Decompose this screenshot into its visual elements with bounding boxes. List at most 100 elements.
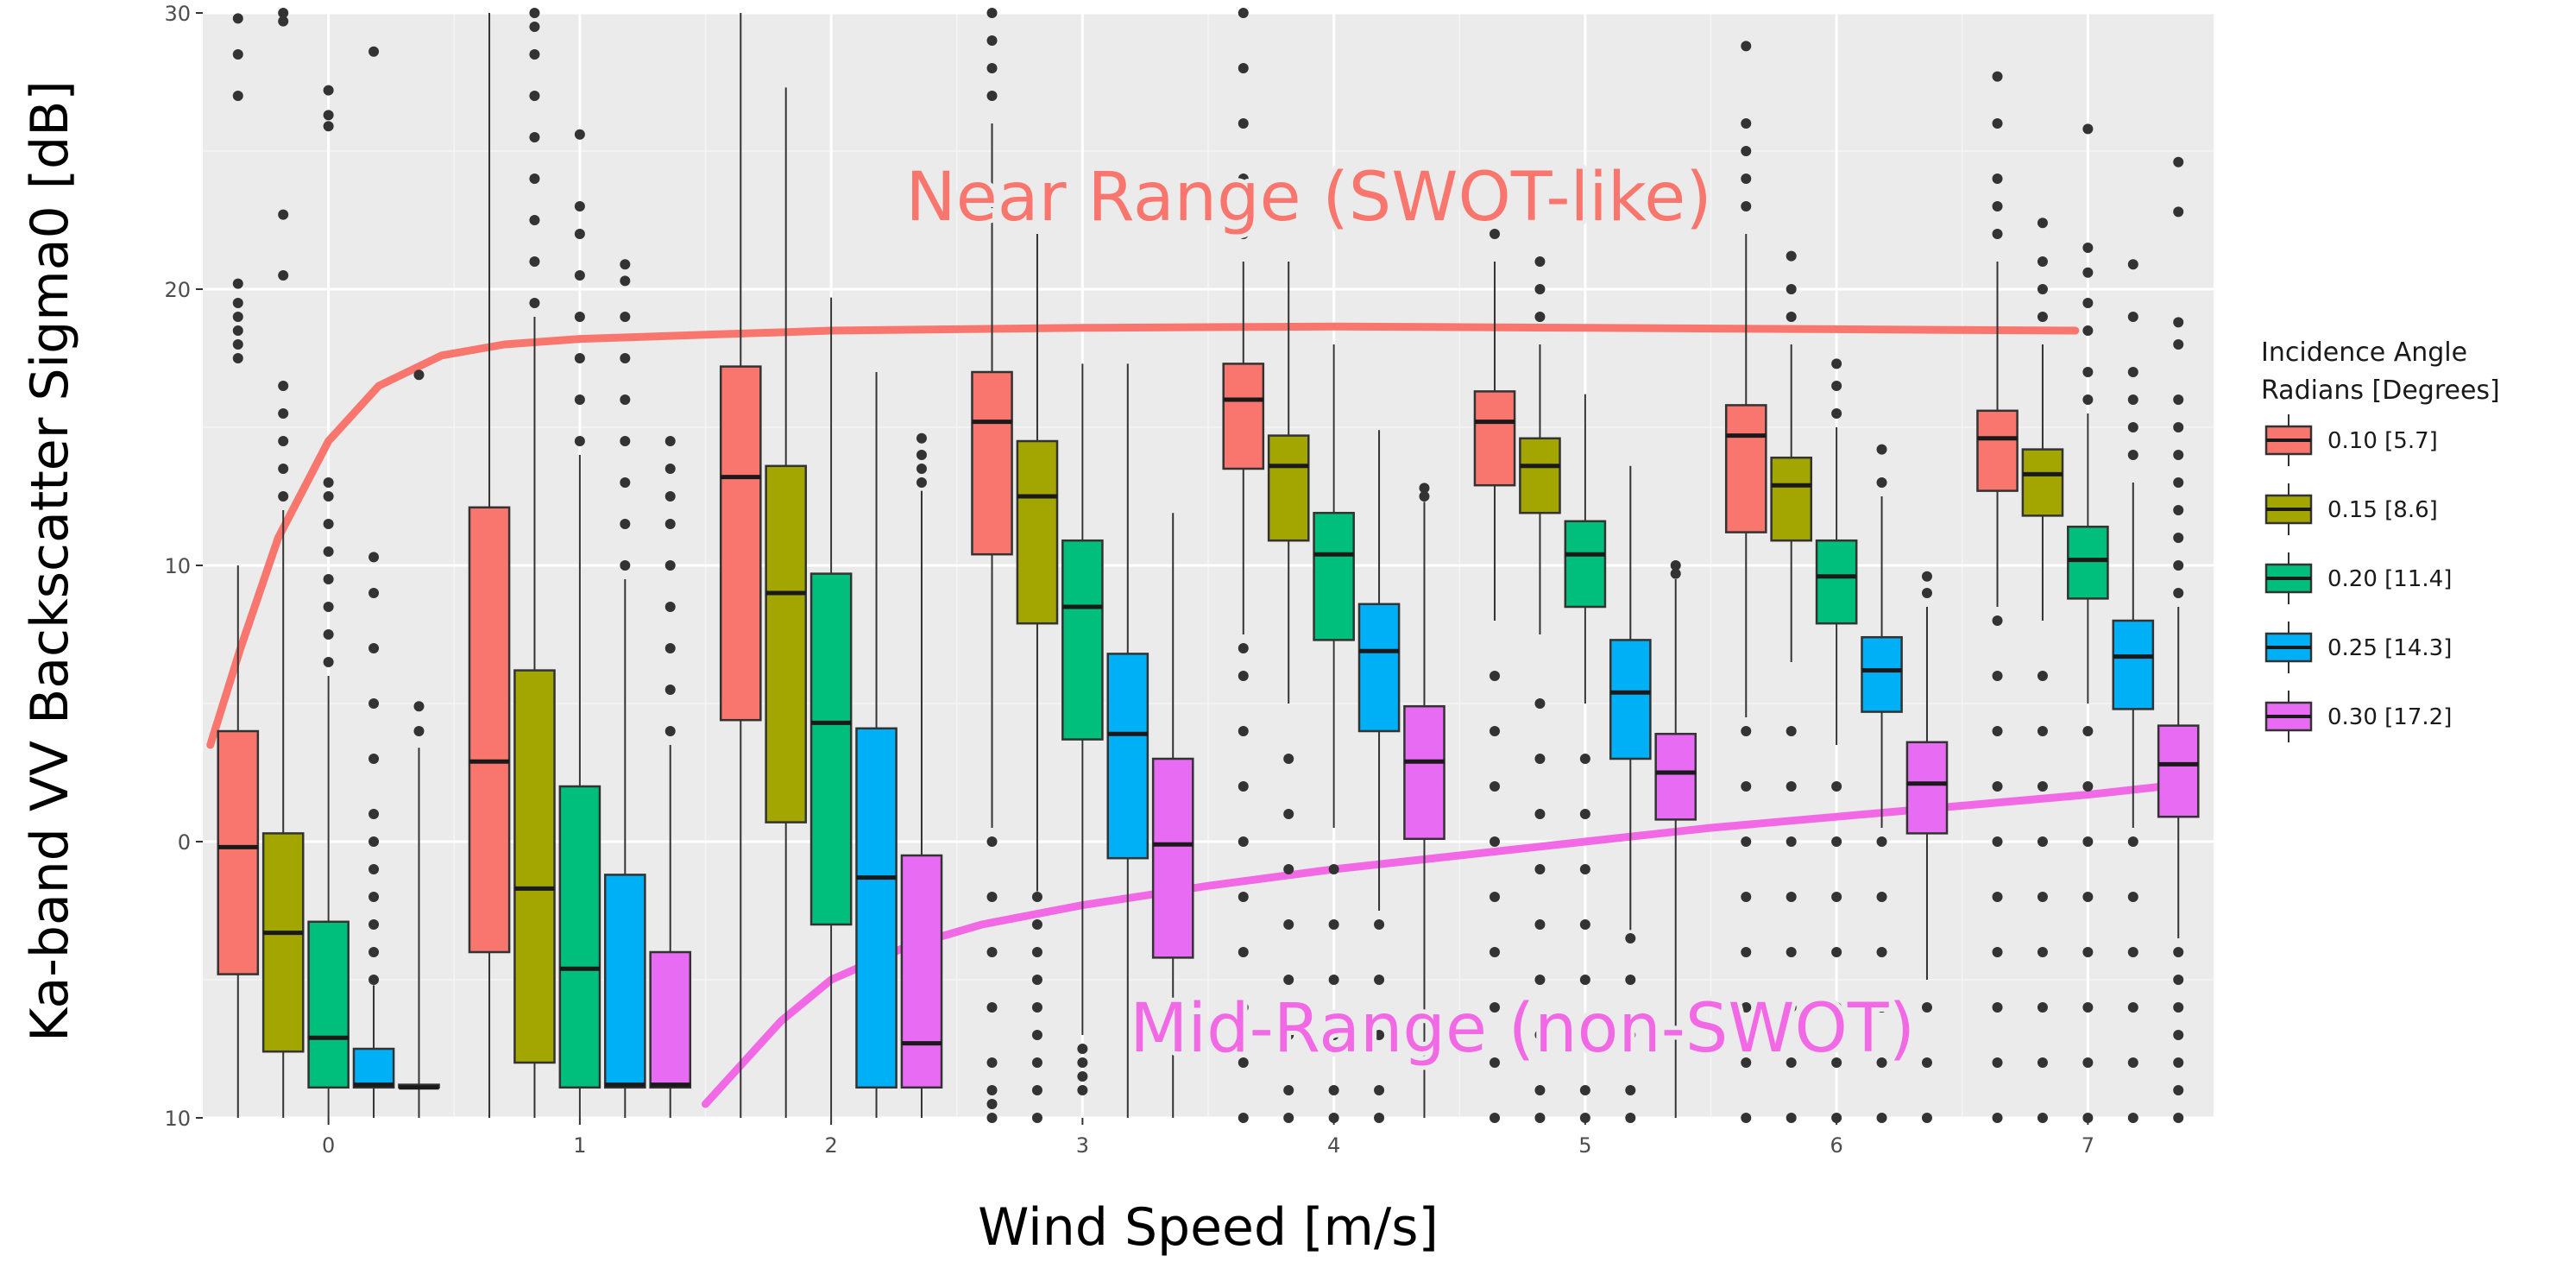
- outlier-point: [1741, 1002, 1752, 1013]
- outlier-point: [1579, 1085, 1590, 1095]
- outlier-point: [529, 91, 540, 101]
- outlier-point: [1031, 919, 1042, 930]
- outlier-point: [1238, 63, 1249, 73]
- outlier-point: [1831, 408, 1842, 419]
- boxplots: [217, 8, 2200, 1123]
- boxplot: [971, 8, 1013, 1123]
- outlier-point: [323, 629, 334, 640]
- outlier-point: [1031, 1030, 1042, 1040]
- box: [261, 832, 305, 1053]
- box: [1519, 437, 1561, 514]
- boxplot: [1654, 560, 1697, 1118]
- outlier-point: [232, 339, 243, 350]
- outlier-point: [1786, 312, 1797, 322]
- outlier-point: [323, 491, 334, 502]
- outlier-point: [2173, 477, 2184, 488]
- outlier-point: [2173, 1113, 2184, 1123]
- outlier-point: [1328, 975, 1339, 985]
- outlier-point: [1741, 1057, 1752, 1068]
- outlier-point: [1741, 892, 1752, 902]
- outlier-point: [232, 91, 243, 101]
- boxplot: [1770, 250, 1813, 1123]
- outlier-point: [2037, 781, 2048, 792]
- outlier-point: [368, 947, 380, 957]
- outlier-point: [323, 657, 334, 667]
- outlier-point: [574, 312, 585, 322]
- outlier-point: [2127, 1113, 2138, 1123]
- outlier-point: [323, 110, 334, 121]
- axis-ticks: [196, 12, 2089, 1125]
- x-tick-label: 6: [1830, 1133, 1842, 1158]
- outlier-point: [1328, 864, 1339, 874]
- outlier-point: [1992, 229, 2003, 239]
- outlier-point: [413, 701, 425, 712]
- boxplot: [307, 85, 350, 1118]
- outlier-point: [1741, 781, 1752, 792]
- legend-item: 0.20 [11.4]: [2264, 552, 2452, 604]
- outlier-point: [368, 46, 380, 57]
- outlier-point: [2127, 1002, 2138, 1013]
- outlier-point: [1490, 726, 1501, 736]
- outlier-point: [2127, 450, 2138, 460]
- outlier-point: [1031, 1002, 1042, 1013]
- box: [900, 854, 943, 1089]
- outlier-point: [986, 63, 998, 73]
- boxplot: [719, 13, 762, 1118]
- outlier-point: [1283, 1085, 1294, 1095]
- boxplot: [1473, 229, 1516, 1123]
- outlier-point: [1876, 477, 1887, 488]
- outlier-point: [1238, 1002, 1249, 1013]
- x-tick-label: 4: [1327, 1133, 1340, 1158]
- outlier-point: [1921, 1057, 1932, 1068]
- outlier-point: [1876, 836, 1887, 847]
- outlier-point: [574, 229, 585, 239]
- outlier-point: [1992, 201, 2003, 211]
- outlier-point: [1786, 250, 1797, 262]
- outlier-point: [1741, 146, 1752, 156]
- box: [1061, 539, 1104, 741]
- outlier-point: [2082, 892, 2094, 902]
- outlier-point: [232, 325, 243, 336]
- outlier-point: [1831, 947, 1842, 957]
- outlier-point: [232, 312, 243, 322]
- boxplot: [468, 13, 511, 1118]
- outlier-point: [2082, 325, 2094, 336]
- outlier-point: [2127, 836, 2138, 847]
- box: [1267, 434, 1310, 542]
- outlier-point: [1741, 947, 1752, 957]
- outlier-point: [1579, 975, 1590, 985]
- outlier-point: [2037, 1057, 2048, 1068]
- annotation-text: Near Range (SWOT-like): [905, 159, 1711, 237]
- outlier-point: [1534, 809, 1546, 819]
- outlier-point: [1077, 1057, 1088, 1068]
- outlier-point: [1741, 41, 1752, 52]
- outlier-point: [916, 464, 927, 474]
- boxplot: [1222, 8, 1265, 1123]
- legend-label: 0.25 [14.3]: [2327, 635, 2452, 661]
- outlier-point: [664, 726, 676, 736]
- outlier-point: [1921, 1113, 1932, 1123]
- outlier-point: [1490, 1057, 1501, 1068]
- boxplot: [352, 46, 395, 1118]
- outlier-point: [2127, 422, 2138, 432]
- outlier-point: [278, 8, 289, 18]
- outlier-point: [620, 519, 631, 529]
- boxplot: [649, 436, 692, 1118]
- outlier-point: [1625, 933, 1636, 943]
- y-tick-label: 0: [178, 830, 191, 855]
- outlier-point: [2127, 1057, 2138, 1068]
- outlier-point: [1238, 726, 1249, 736]
- outlier-point: [2037, 726, 2048, 736]
- outlier-point: [1625, 1030, 1636, 1040]
- box: [1473, 390, 1516, 487]
- outlier-point: [2037, 284, 2048, 294]
- outlier-point: [1328, 1030, 1339, 1040]
- outlier-point: [278, 16, 289, 27]
- outlier-point: [1534, 975, 1546, 985]
- outlier-point: [1876, 1057, 1887, 1068]
- outlier-point: [1831, 358, 1842, 369]
- outlier-point: [574, 394, 585, 405]
- outlier-point: [1786, 781, 1797, 792]
- outlier-point: [1786, 1057, 1797, 1068]
